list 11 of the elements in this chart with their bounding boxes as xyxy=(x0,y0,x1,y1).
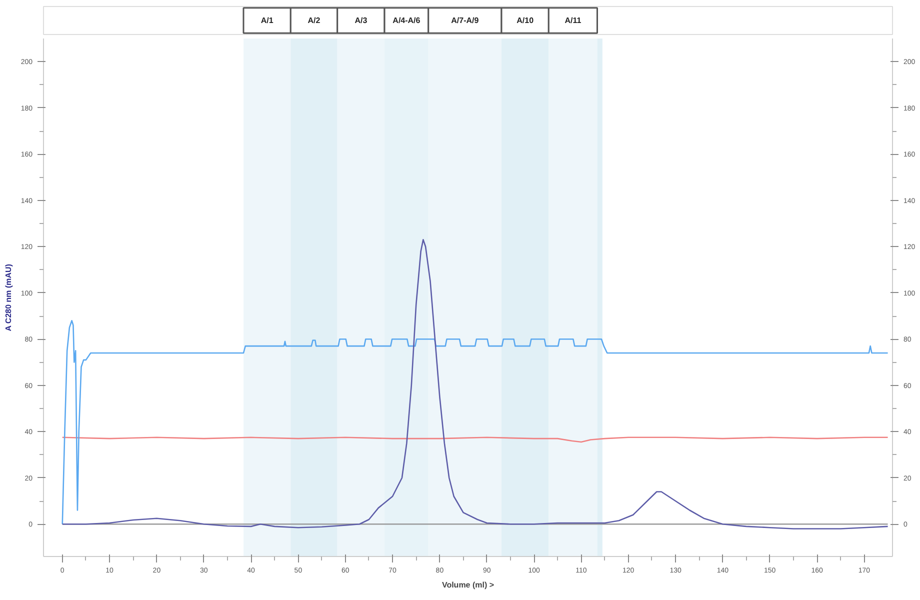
band-label: A/3 xyxy=(354,16,368,25)
band-label: A/11 xyxy=(564,16,582,25)
band-label: A/4-A/6 xyxy=(392,16,421,25)
band-label: A/7-A/9 xyxy=(451,16,480,25)
line-series xyxy=(62,239,888,530)
y-axis-title: A C280 nm (mAU) xyxy=(4,264,13,332)
x-axis-title: Volume (ml) > xyxy=(442,580,494,590)
band-label: A/10 xyxy=(516,16,534,25)
band-label: A/1 xyxy=(260,16,274,25)
band-label: A/2 xyxy=(308,16,321,25)
line-series xyxy=(62,320,888,525)
